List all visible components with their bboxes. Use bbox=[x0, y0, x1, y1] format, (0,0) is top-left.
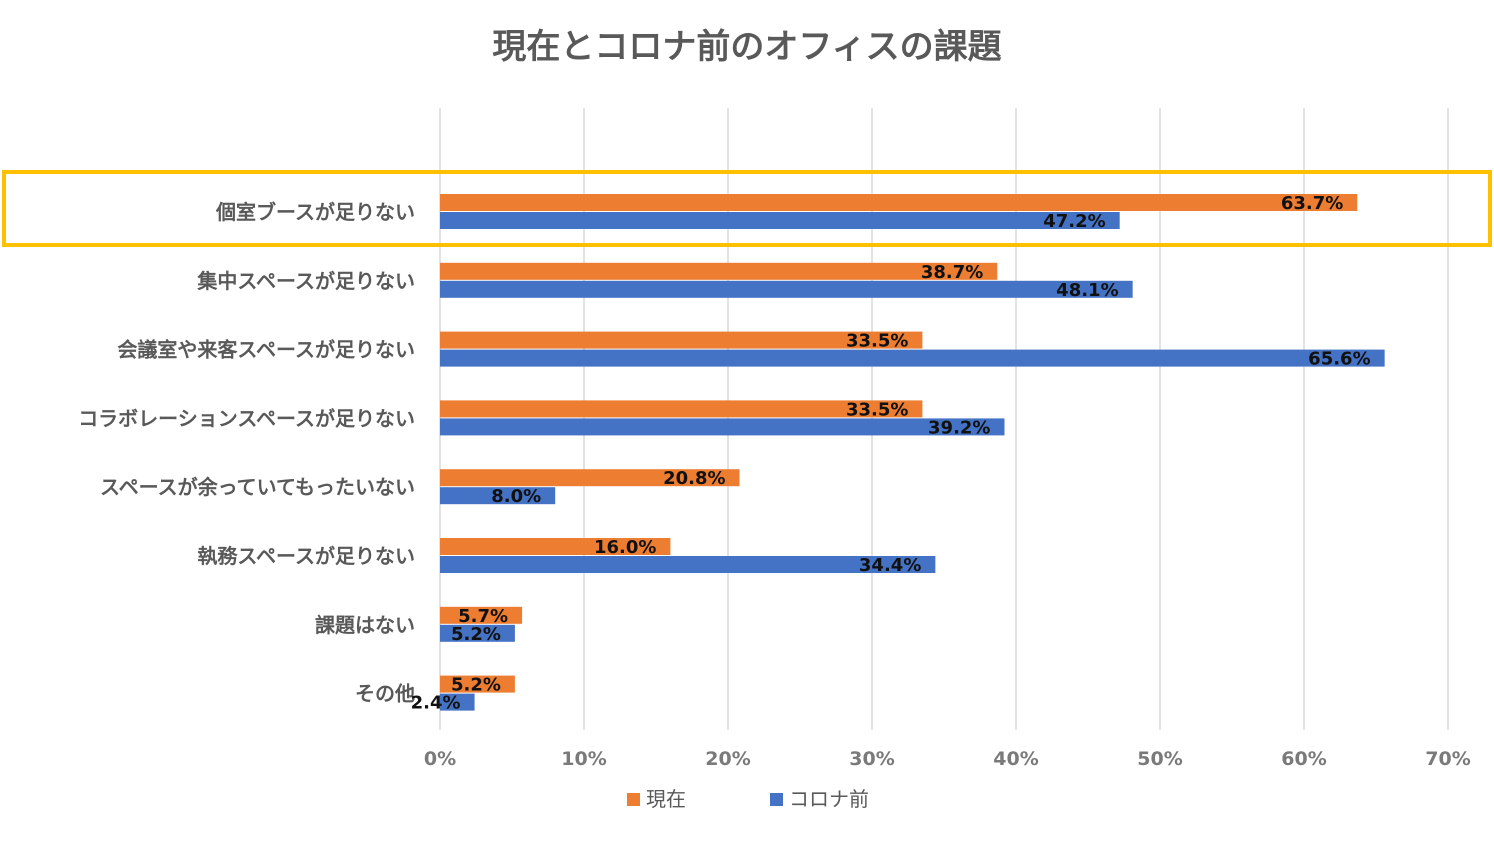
category-label: その他 bbox=[355, 682, 415, 706]
bar bbox=[440, 469, 740, 487]
data-label: 34.4% bbox=[859, 555, 921, 576]
data-label: 48.1% bbox=[1056, 280, 1118, 301]
data-label: 5.2% bbox=[451, 675, 501, 696]
x-tick-label: 20% bbox=[705, 748, 750, 770]
category-labels: 個室ブースが足りない集中スペースが足りない会議室や来客スペースが足りないコラボレ… bbox=[78, 200, 415, 706]
x-tick-label: 70% bbox=[1425, 748, 1470, 770]
bar bbox=[440, 262, 998, 280]
bar bbox=[440, 606, 523, 624]
legend-label: 現在 bbox=[646, 787, 686, 811]
category-label: 会議室や来客スペースが足りない bbox=[117, 338, 415, 362]
chart-title: 現在とコロナ前のオフィスの課題 bbox=[492, 27, 1001, 67]
bar bbox=[440, 418, 1005, 436]
data-label: 38.7% bbox=[921, 262, 983, 283]
x-tick-label: 10% bbox=[561, 748, 606, 770]
bar bbox=[440, 556, 936, 573]
bar bbox=[440, 349, 1385, 367]
data-label: 8.0% bbox=[491, 486, 541, 507]
bar bbox=[440, 400, 923, 418]
category-label: スペースが余っていてもったいない bbox=[100, 475, 415, 499]
bar bbox=[440, 487, 556, 505]
data-labels: 63.7% 47.2% 38.7% 48.1% 33.5% 65.6% 33.5% 39.2%… bbox=[411, 193, 1371, 714]
bar bbox=[440, 624, 515, 642]
category-label: 個室ブースが足りない bbox=[215, 200, 415, 224]
bar bbox=[440, 693, 475, 711]
category-label: 執務スペースが足りない bbox=[197, 544, 415, 568]
data-label: 47.2% bbox=[1043, 211, 1105, 232]
data-label: 2.4% bbox=[411, 693, 461, 714]
x-tick-label: 40% bbox=[993, 748, 1038, 770]
data-label: 33.5% bbox=[846, 331, 908, 352]
bar bbox=[440, 331, 923, 349]
legend-swatch bbox=[627, 793, 640, 806]
data-label: 5.7% bbox=[458, 606, 508, 627]
legend-swatch bbox=[770, 793, 783, 806]
bar bbox=[440, 194, 1358, 211]
category-label: コラボレーションスペースが足りない bbox=[78, 406, 415, 430]
data-label: 63.7% bbox=[1281, 193, 1343, 214]
data-label: 65.6% bbox=[1308, 349, 1370, 370]
x-tick-label: 0% bbox=[424, 748, 456, 770]
bar bbox=[440, 538, 671, 555]
x-axis-ticks: 0% 10% 20% 30% 40% 50% 60% 70% bbox=[424, 748, 1471, 770]
data-label: 33.5% bbox=[846, 399, 908, 420]
category-label: 課題はない bbox=[315, 613, 415, 637]
legend-label: コロナ前 bbox=[789, 787, 869, 811]
x-tick-label: 60% bbox=[1281, 748, 1326, 770]
category-label: 集中スペースが足りない bbox=[196, 269, 415, 293]
bar bbox=[440, 675, 515, 693]
bars bbox=[440, 194, 1385, 711]
bar bbox=[440, 280, 1133, 298]
bar bbox=[440, 212, 1120, 229]
highlight-box bbox=[2, 170, 1492, 247]
highlight-rect bbox=[2, 170, 1492, 247]
data-label: 20.8% bbox=[663, 468, 725, 489]
data-label: 5.2% bbox=[451, 624, 501, 645]
x-tick-label: 30% bbox=[849, 748, 894, 770]
x-tick-label: 50% bbox=[1137, 748, 1182, 770]
data-label: 39.2% bbox=[928, 417, 990, 438]
data-label: 16.0% bbox=[594, 537, 656, 558]
legend: 現在 コロナ前 bbox=[627, 787, 869, 811]
